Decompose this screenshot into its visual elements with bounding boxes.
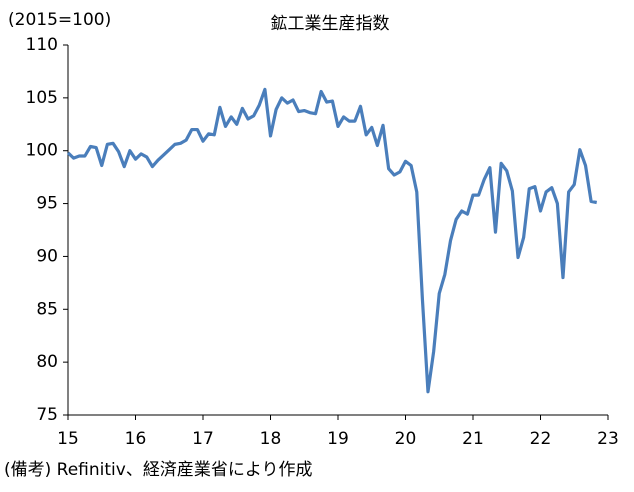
x-tick-label: 18 — [260, 429, 282, 449]
x-tick-label: 20 — [395, 429, 417, 449]
y-axis-unit: (2015=100) — [8, 10, 111, 30]
chart-title: 鉱工業生産指数 — [271, 14, 390, 34]
x-tick-label: 16 — [125, 429, 147, 449]
source-note: (備考) Refinitiv、経済産業省により作成 — [4, 460, 313, 480]
y-tick-label: 80 — [36, 352, 58, 372]
y-tick-label: 110 — [26, 35, 58, 55]
y-tick-label: 75 — [36, 405, 58, 425]
x-tick-label: 19 — [327, 429, 349, 449]
y-tick-label: 90 — [36, 246, 58, 266]
x-tick-label: 22 — [530, 429, 552, 449]
x-tick-label: 17 — [192, 429, 214, 449]
x-tick-label: 21 — [462, 429, 484, 449]
data-line — [66, 87, 598, 394]
x-tick-label: 23 — [597, 429, 619, 449]
y-tick-label: 85 — [36, 299, 58, 319]
y-tick-label: 105 — [26, 88, 58, 108]
y-tick-label: 100 — [26, 141, 58, 161]
y-tick-label: 95 — [36, 194, 58, 214]
x-tick-label: 15 — [57, 429, 79, 449]
